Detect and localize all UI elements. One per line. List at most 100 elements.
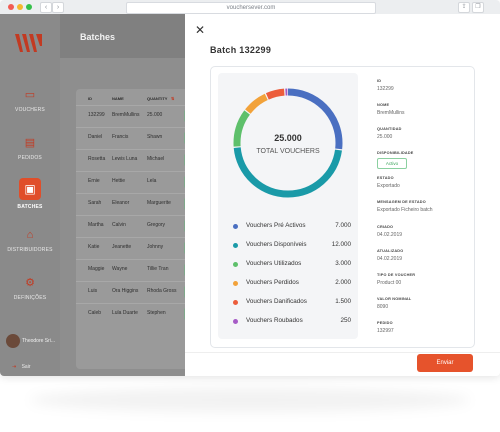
legend-name: Vouchers Utilizados (246, 260, 302, 267)
share-icon: ⇪ (461, 4, 467, 10)
detail-label: NOME (377, 103, 390, 107)
sidebar-item-pedidos[interactable]: ▤ PEDIDOS (0, 136, 60, 161)
share-button[interactable]: ⇪ (458, 2, 470, 13)
column-header-name[interactable]: NAME (112, 96, 124, 101)
table-cell: Wayne (112, 266, 128, 272)
donut-segment (233, 88, 343, 198)
sort-icon[interactable]: ⇅ (171, 96, 175, 101)
user-profile[interactable]: Theodore Sri... (0, 332, 60, 352)
table-cell: Shawn (147, 134, 163, 140)
legend-swatch (233, 300, 238, 305)
legend-value: 12.000 (331, 241, 351, 248)
close-panel-button[interactable]: ✕ (195, 24, 205, 36)
legend-item: Vouchers Utilizados 3.000 (233, 259, 351, 269)
legend-swatch (233, 319, 238, 324)
row-status-marker (184, 308, 185, 320)
app: ▭ VOUCHERS ▤ PEDIDOS ▣ BATCHES ⌂ DISTRIB… (0, 14, 500, 376)
table-cell: Sarah (88, 200, 102, 206)
table-row[interactable]: 132299 BremMullins 25.000 (76, 105, 185, 128)
address-bar[interactable]: vouchersever.com (126, 2, 376, 14)
detail-label: ID (377, 79, 382, 83)
logout-button[interactable]: ⇥ Sair (12, 364, 31, 370)
maximize-window-dot[interactable] (26, 4, 32, 10)
donut-segment (233, 88, 343, 198)
page-header: Batches (60, 14, 185, 58)
back-button[interactable]: ‹ (40, 2, 52, 13)
table-row[interactable]: Martha Calvin Gregory (76, 215, 185, 238)
legend-swatch (233, 243, 238, 248)
table-cell: Lela (147, 178, 157, 184)
row-status-marker (184, 264, 185, 276)
legend-value: 250 (340, 317, 351, 324)
table-cell: Ora Higgins (112, 288, 139, 294)
row-status-marker (184, 176, 185, 188)
detail-label: ATUALIZADO (377, 249, 404, 253)
column-header-quantity[interactable]: QUANTITY (147, 96, 168, 101)
row-status-marker (184, 132, 185, 144)
forward-button[interactable]: › (52, 2, 64, 13)
sidebar-item-label: BATCHES (17, 204, 43, 210)
table-cell: 132299 (88, 112, 105, 118)
table-cell: Katie (88, 244, 100, 250)
table-cell: Marguerite (147, 200, 171, 206)
table-cell: Rhoda Gross (147, 288, 177, 294)
legend-value: 1.500 (335, 298, 351, 305)
legend-value: 3.000 (335, 260, 351, 267)
store-icon: ⌂ (26, 229, 34, 241)
minimize-window-dot[interactable] (17, 4, 23, 10)
legend-value: 7.000 (335, 222, 351, 229)
detail-label: MENSAGEM DE ESTADO (377, 200, 426, 204)
send-button[interactable]: Enviar (417, 354, 473, 372)
table-cell: Rosetta (88, 156, 106, 162)
detail-label: CRIADO (377, 225, 394, 229)
row-status-marker (184, 286, 185, 298)
sidebar-item-distribuidores[interactable]: ⌂ DISTRIBUIDORES (0, 228, 60, 253)
legend-value: 2.000 (335, 279, 351, 286)
tabs-button[interactable]: ❐ (472, 2, 484, 13)
detail-value: Exportado (377, 183, 400, 189)
logout-icon: ⇥ (12, 364, 17, 370)
legend-name: Vouchers Danificados (246, 298, 307, 305)
footer-divider (185, 352, 500, 353)
user-name: Theodore Sri... (22, 338, 56, 344)
page-title: Batches (80, 32, 116, 42)
table-row[interactable]: Caleb Lula Duarte Stephen (76, 303, 185, 326)
legend-name: Vouchers Perdidos (246, 279, 299, 286)
row-status-marker (184, 154, 185, 166)
batches-table (76, 89, 185, 369)
legend-name: Vouchers Roubados (246, 317, 303, 324)
table-row[interactable]: Katie Jeanette Johnny (76, 237, 185, 260)
table-row[interactable]: Maggie Wayne Tillie Tran (76, 259, 185, 282)
table-cell: Francis (112, 134, 129, 140)
browser-titlebar: ‹ › vouchersever.com ⇪ ❐ (0, 0, 500, 15)
status-badge: Activo (377, 158, 407, 169)
table-row[interactable]: Daniel Francis Shawn (76, 127, 185, 150)
batches-page: Batches ID NAME QUANTITY ⇅ 132299 BremMul… (60, 14, 185, 376)
sidebar-item-label: VOUCHERS (15, 107, 45, 113)
column-header-id[interactable]: ID (88, 96, 92, 101)
detail-label: DISPONIBILIDADE (377, 151, 414, 155)
sidebar: ▭ VOUCHERS ▤ PEDIDOS ▣ BATCHES ⌂ DISTRIB… (0, 14, 60, 376)
table-cell: Lula Duarte (112, 310, 138, 316)
detail-value: 8090 (377, 304, 389, 310)
sidebar-item-vouchers[interactable]: ▭ VOUCHERS (0, 88, 60, 113)
donut-segment (233, 88, 343, 198)
table-row[interactable]: Ernie Hettie Lela (76, 171, 185, 194)
table-cell: BremMullins (112, 112, 140, 118)
table-row[interactable]: Luis Ora Higgins Rhoda Gross (76, 281, 185, 304)
table-cell: Daniel (88, 134, 103, 140)
sidebar-item-definicoes[interactable]: ⚙ DEFINIÇÕES (0, 276, 60, 301)
sidebar-item-batches[interactable]: ▣ BATCHES (0, 178, 60, 210)
close-window-dot[interactable] (8, 4, 14, 10)
close-icon: ✕ (195, 23, 206, 37)
table-row[interactable]: Sarah Eleanor Marguerite (76, 193, 185, 216)
table-cell: Stephen (147, 310, 166, 316)
detail-value: 132299 (377, 86, 394, 92)
clipboard-icon: ▤ (24, 137, 36, 149)
table-cell: Ernie (88, 178, 100, 184)
table-cell: Luis (88, 288, 98, 294)
sidebar-item-label: DISTRIBUIDORES (7, 247, 53, 253)
vouchers-donut-chart: 25.000 TOTAL VOUCHERS (233, 88, 343, 198)
row-status-marker (184, 110, 185, 122)
table-row[interactable]: Rosetta Lewis Luna Michael (76, 149, 185, 172)
